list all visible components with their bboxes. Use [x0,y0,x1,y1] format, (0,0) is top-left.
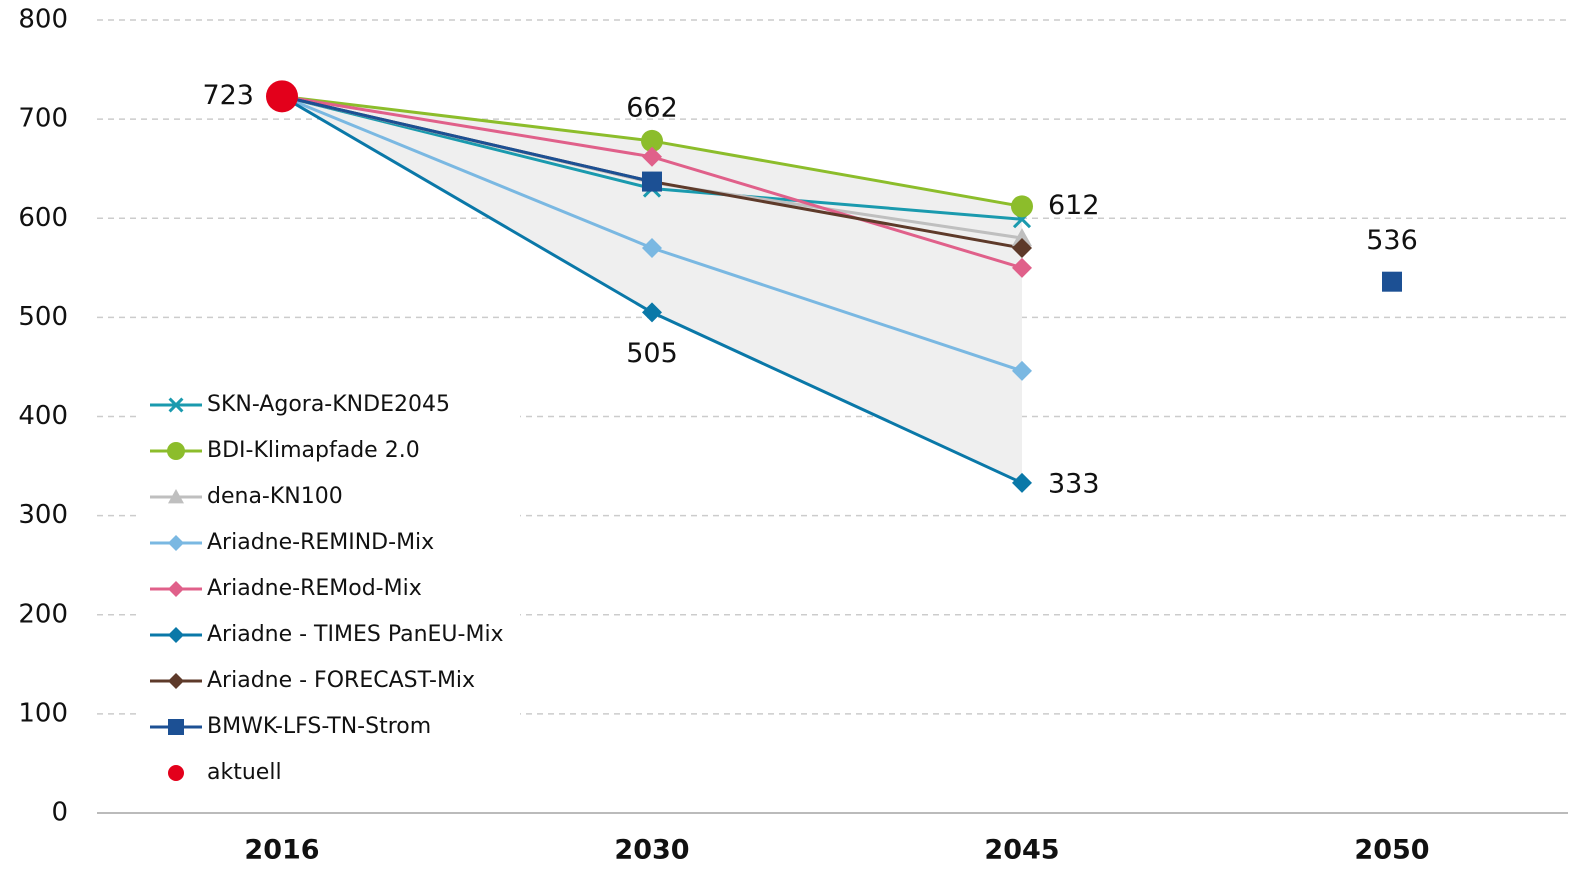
legend-label: aktuell [207,760,282,785]
x-tick-label: 2050 [1354,835,1429,866]
y-tick-label: 0 [51,798,68,828]
y-tick-label: 100 [18,698,68,728]
marker [641,129,663,152]
marker [168,581,184,597]
legend-label: Ariadne-REMIND-Mix [207,530,434,555]
y-tick-label: 200 [18,599,68,629]
y-tick-label: 800 [18,5,68,35]
marker [1012,257,1032,278]
marker [1012,237,1032,258]
legend-label: Ariadne-REMod-Mix [207,576,422,601]
marker [167,442,185,460]
legend-background [140,385,520,790]
x-tick-label: 2045 [984,835,1059,866]
y-tick-label: 600 [18,203,68,233]
data-label: 612 [1048,190,1100,221]
legend-label: SKN-Agora-KNDE2045 [207,392,450,417]
marker [168,765,184,781]
marker [642,146,662,167]
marker [642,237,662,258]
x-tick-label: 2016 [244,835,319,866]
marker [1012,360,1032,381]
marker [1382,271,1402,292]
legend-label: BDI-Klimapfade 2.0 [207,438,420,463]
data-label: 536 [1366,225,1418,256]
marker [642,171,662,192]
marker [168,673,184,689]
data-label: 505 [626,338,678,369]
range-band [282,96,1022,483]
x-tick-label: 2030 [614,835,689,866]
y-tick-label: 400 [18,401,68,431]
marker [168,719,184,735]
marker [642,302,662,323]
marker [1012,472,1032,493]
legend-label: dena-KN100 [207,484,343,509]
y-tick-label: 700 [18,104,68,134]
data-label: 723 [202,80,254,111]
marker [1011,195,1033,218]
marker [168,535,184,551]
marker [168,489,184,504]
data-label: 333 [1048,468,1100,499]
legend-label: Ariadne - TIMES PanEU-Mix [207,622,504,647]
data-label: 662 [626,92,678,123]
legend-label: BMWK-LFS-TN-Strom [207,714,431,739]
marker [266,80,298,113]
y-tick-label: 500 [18,302,68,332]
legend-label: Ariadne - FORECAST-Mix [207,668,475,693]
marker [168,397,184,413]
legend: SKN-Agora-KNDE2045 BDI-Klimapfade 2.0 dena… [140,385,520,790]
marker [168,627,184,643]
y-tick-label: 300 [18,500,68,530]
marker [1012,228,1032,247]
